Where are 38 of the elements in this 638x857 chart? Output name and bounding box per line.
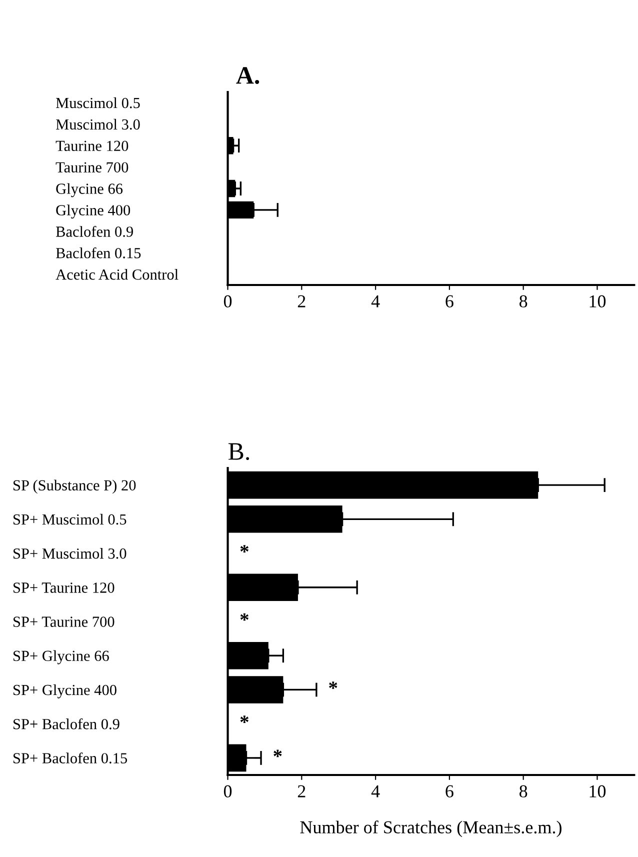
y-tick-label: SP+ Baclofen 0.9	[14, 718, 120, 730]
annotation: *	[329, 682, 338, 689]
y-tick-label: Taurine 700	[56, 162, 128, 173]
annotation: *	[240, 545, 248, 552]
y-tick-label: Glycine 400	[56, 204, 130, 219]
y-tick-label: SP+ Taurine 120	[14, 582, 114, 593]
y-tick-label: SP+ Baclofen 0.15	[14, 752, 128, 764]
x-tick-label: 0	[224, 295, 232, 308]
x-tick-label: 8	[520, 785, 528, 798]
chart-title: A.	[236, 67, 260, 84]
y-tick-label: Muscimol 3.0	[56, 118, 140, 130]
y-tick-label: SP+ Glycine 66	[14, 650, 109, 664]
x-tick-label: 4	[371, 785, 380, 798]
y-tick-label: SP+ Taurine 700	[14, 616, 114, 627]
x-tick-label: 10	[590, 295, 606, 308]
x-axis-title: Number of Scratches (Mean±s.e.m.)	[300, 820, 562, 838]
y-tick-label: Glycine 66	[56, 183, 123, 198]
y-tick-label: Muscimol 0.5	[56, 97, 140, 108]
chart-title: B.	[228, 443, 250, 460]
y-tick-label: Acetic Acid Control	[56, 268, 178, 280]
annotation: *	[240, 716, 248, 724]
y-tick-label: Baclofen 0.9	[56, 226, 133, 237]
y-tick-label: Baclofen 0.15	[56, 247, 141, 258]
y-tick-label: Taurine 120	[56, 140, 128, 152]
x-tick-label: 2	[298, 785, 306, 798]
x-tick-label: 2	[298, 295, 306, 308]
y-tick-label: SP (Substance P) 20	[14, 480, 136, 494]
y-tick-label: SP+ Glycine 400	[14, 684, 116, 698]
x-tick-label: 10	[590, 785, 606, 798]
annotation: *	[274, 750, 282, 758]
x-tick-label: 6	[446, 295, 454, 308]
x-tick-label: 4	[371, 295, 380, 308]
x-tick-label: 0	[224, 785, 232, 798]
x-tick-label: 6	[446, 785, 454, 798]
annotation: *	[240, 613, 248, 621]
y-tick-label: SP+ Muscimol 0.5	[14, 514, 126, 525]
y-tick-label: SP+ Muscimol 3.0	[14, 548, 126, 559]
x-tick-label: 8	[520, 295, 528, 308]
